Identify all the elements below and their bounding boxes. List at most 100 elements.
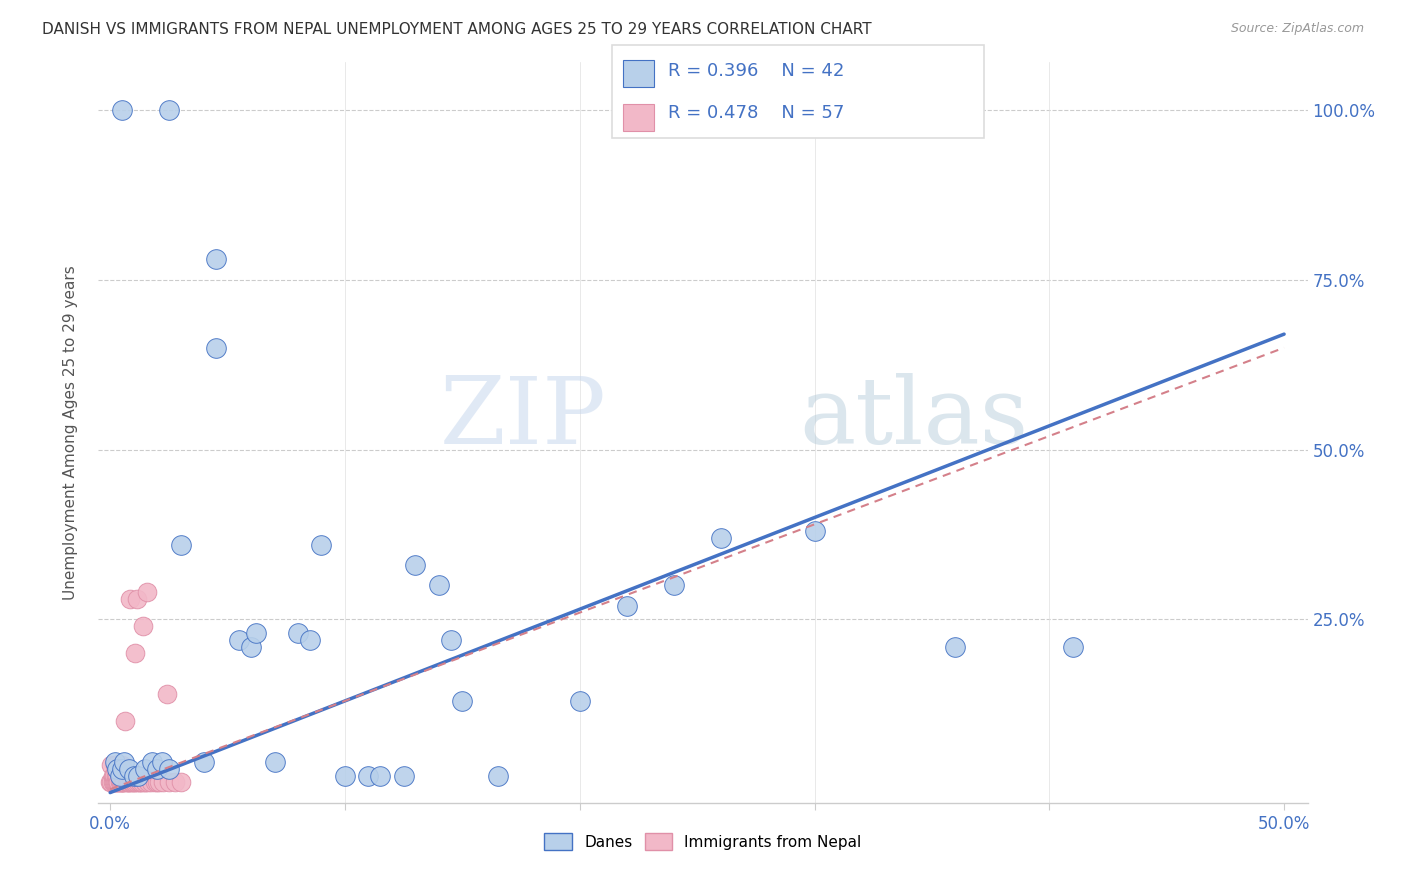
Y-axis label: Unemployment Among Ages 25 to 29 years: Unemployment Among Ages 25 to 29 years (63, 265, 77, 600)
Point (105, 769, 128, 783)
Point (108, 758, 131, 772)
Point (114, 714, 136, 729)
Point (128, 775, 150, 789)
Point (157, 762, 180, 776)
Point (117, 775, 139, 789)
Point (333, 769, 356, 783)
Point (122, 775, 145, 789)
Point (111, 775, 134, 789)
Point (616, 599, 638, 613)
Point (122, 775, 145, 789)
Point (120, 592, 142, 607)
Point (111, 765, 134, 780)
Point (98, 775, 121, 789)
Point (107, 775, 129, 789)
Point (451, 694, 474, 708)
Point (111, 762, 134, 776)
Point (155, 687, 177, 701)
Point (104, 775, 127, 789)
Point (157, 775, 180, 789)
Point (193, 755, 215, 769)
Point (141, 775, 163, 789)
Point (311, 538, 333, 552)
Point (120, 775, 142, 789)
Point (141, 755, 163, 769)
Point (135, 585, 157, 599)
Point (662, 578, 685, 592)
Point (150, 755, 173, 769)
Point (108, 775, 131, 789)
Point (127, 592, 149, 607)
Point (104, 758, 127, 772)
Point (136, 775, 159, 789)
Point (127, 769, 149, 783)
Text: R = 0.396    N = 42: R = 0.396 N = 42 (668, 62, 844, 79)
Point (112, 775, 135, 789)
Text: Source: ZipAtlas.com: Source: ZipAtlas.com (1230, 22, 1364, 36)
Point (112, 755, 135, 769)
Point (568, 694, 591, 708)
Point (204, 341, 226, 355)
Text: atlas: atlas (800, 373, 1029, 463)
Point (146, 762, 169, 776)
Point (105, 762, 128, 776)
Point (101, 769, 124, 783)
Point (204, 252, 226, 267)
Point (263, 755, 285, 769)
Point (100, 758, 122, 772)
Point (1062, 640, 1084, 654)
Point (117, 775, 139, 789)
Point (101, 775, 124, 789)
Point (115, 775, 138, 789)
Point (108, 769, 131, 783)
Point (122, 769, 145, 783)
Point (134, 775, 156, 789)
Point (110, 775, 132, 789)
Point (118, 775, 141, 789)
Point (803, 524, 825, 538)
Point (121, 775, 143, 789)
Point (298, 632, 321, 647)
Point (240, 640, 263, 654)
Point (143, 775, 166, 789)
Point (132, 619, 155, 633)
Point (118, 762, 141, 776)
Point (486, 769, 509, 783)
Point (131, 775, 153, 789)
Point (439, 632, 461, 647)
Legend: Danes, Immigrants from Nepal: Danes, Immigrants from Nepal (537, 825, 869, 858)
Point (245, 626, 267, 640)
Point (169, 775, 191, 789)
Point (112, 775, 135, 789)
Point (105, 775, 128, 789)
Point (124, 646, 146, 660)
Point (228, 632, 250, 647)
Point (368, 769, 391, 783)
Point (146, 775, 169, 789)
Text: DANISH VS IMMIGRANTS FROM NEPAL UNEMPLOYMENT AMONG AGES 25 TO 29 YEARS CORRELATI: DANISH VS IMMIGRANTS FROM NEPAL UNEMPLOY… (42, 22, 872, 37)
Point (404, 558, 426, 572)
Point (169, 538, 191, 552)
Point (710, 531, 733, 545)
Point (103, 769, 125, 783)
Point (105, 758, 128, 772)
Point (107, 775, 129, 789)
Point (111, 758, 134, 772)
Point (103, 775, 125, 789)
Point (127, 775, 149, 789)
Point (112, 775, 135, 789)
Text: ZIP: ZIP (440, 373, 606, 463)
Point (104, 755, 127, 769)
Point (945, 640, 967, 654)
Point (392, 769, 415, 783)
Point (105, 769, 128, 783)
Point (134, 775, 156, 789)
Point (128, 775, 150, 789)
Point (157, 103, 180, 117)
Point (357, 769, 380, 783)
Text: R = 0.478    N = 57: R = 0.478 N = 57 (668, 104, 844, 122)
Point (111, 103, 134, 117)
Point (148, 775, 170, 789)
Point (152, 775, 174, 789)
Point (125, 775, 148, 789)
